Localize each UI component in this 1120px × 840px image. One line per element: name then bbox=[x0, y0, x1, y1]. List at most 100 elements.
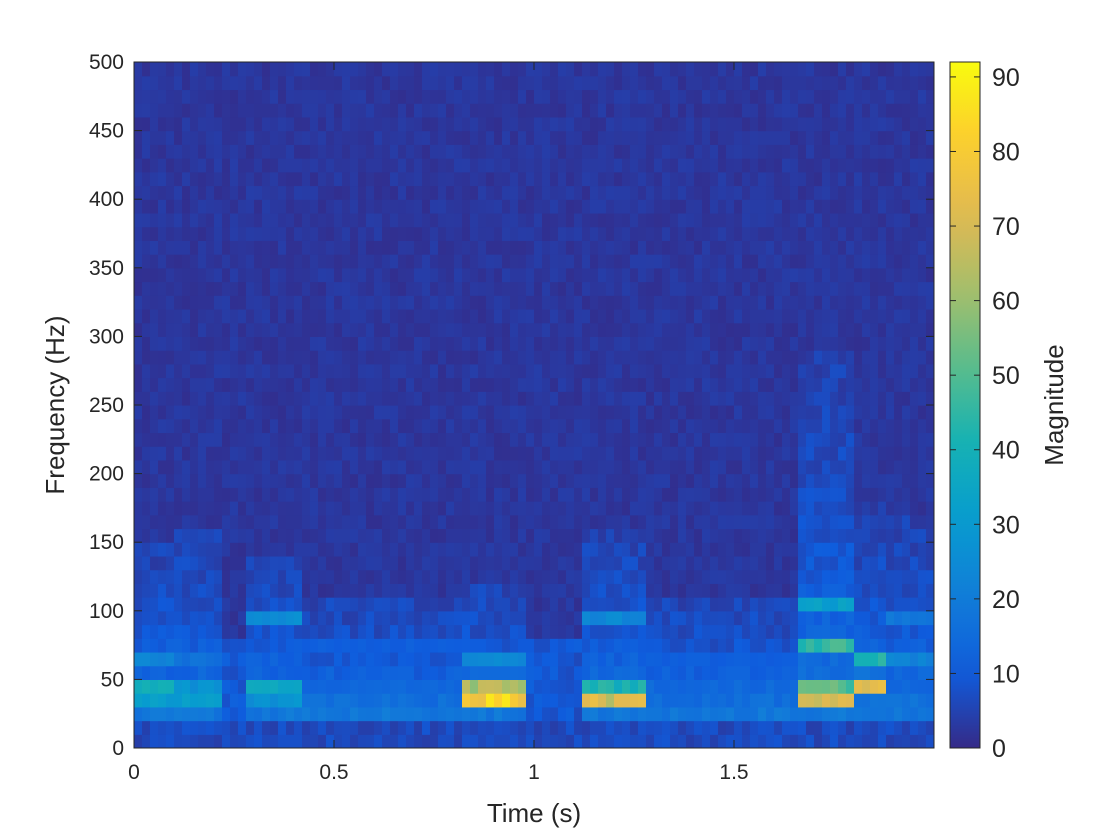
heatmap-cell bbox=[262, 734, 271, 748]
heatmap-cell bbox=[726, 459, 735, 475]
heatmap-cell bbox=[206, 75, 215, 91]
heatmap-cell bbox=[454, 418, 463, 434]
heatmap-cell bbox=[246, 75, 255, 91]
heatmap-cell bbox=[718, 542, 727, 557]
heatmap-cell bbox=[294, 103, 303, 118]
heatmap-cell bbox=[190, 555, 199, 571]
heatmap-cell bbox=[726, 501, 735, 516]
heatmap-cell bbox=[342, 350, 351, 365]
heatmap-cell bbox=[446, 226, 455, 241]
heatmap-cell bbox=[294, 583, 303, 598]
heatmap-cell bbox=[590, 130, 599, 145]
heatmap-cell bbox=[302, 171, 311, 187]
heatmap-cell bbox=[782, 322, 791, 337]
heatmap-cell bbox=[870, 446, 879, 461]
heatmap-cell bbox=[814, 734, 823, 748]
heatmap-cell bbox=[150, 391, 159, 406]
heatmap-cell bbox=[854, 610, 863, 626]
heatmap-cell bbox=[894, 199, 903, 214]
heatmap-cell bbox=[350, 103, 359, 118]
heatmap-cell bbox=[326, 693, 335, 708]
heatmap-cell bbox=[838, 720, 847, 735]
heatmap-cell bbox=[878, 569, 887, 584]
heatmap-cell bbox=[854, 103, 863, 118]
heatmap-cell bbox=[294, 254, 303, 269]
heatmap-cell bbox=[614, 377, 623, 392]
heatmap-cell bbox=[510, 116, 519, 132]
heatmap-cell bbox=[806, 418, 815, 434]
heatmap-cell bbox=[558, 363, 567, 379]
heatmap-cell bbox=[550, 240, 559, 255]
heatmap-cell bbox=[846, 144, 855, 159]
heatmap-cell bbox=[598, 199, 607, 214]
heatmap-cell bbox=[702, 418, 711, 434]
heatmap-cell bbox=[926, 103, 934, 118]
heatmap-cell bbox=[710, 555, 719, 571]
heatmap-cell bbox=[798, 391, 807, 406]
heatmap-cell bbox=[390, 542, 399, 557]
heatmap-cell bbox=[806, 226, 815, 241]
heatmap-cell bbox=[798, 583, 807, 598]
heatmap-cell bbox=[894, 212, 903, 228]
heatmap-cell bbox=[790, 308, 799, 324]
heatmap-cell bbox=[830, 418, 839, 434]
heatmap-cell bbox=[374, 583, 383, 598]
heatmap-cell bbox=[406, 350, 415, 365]
heatmap-cell bbox=[542, 555, 551, 571]
heatmap-cell bbox=[894, 473, 903, 488]
heatmap-cell bbox=[350, 130, 359, 145]
heatmap-cell bbox=[534, 583, 543, 598]
heatmap-cell bbox=[542, 212, 551, 228]
heatmap-cell bbox=[878, 130, 887, 145]
heatmap-cell bbox=[334, 583, 343, 598]
heatmap-cell bbox=[918, 583, 927, 598]
heatmap-cell bbox=[614, 336, 623, 351]
heatmap-cell bbox=[150, 308, 159, 324]
heatmap-cell bbox=[470, 336, 479, 351]
heatmap-cell bbox=[654, 597, 663, 612]
heatmap-cell bbox=[470, 363, 479, 379]
heatmap-cell bbox=[222, 267, 231, 283]
heatmap-cell bbox=[510, 75, 519, 91]
heatmap-cell bbox=[598, 185, 607, 200]
heatmap-cell bbox=[366, 473, 375, 488]
heatmap-cell bbox=[494, 665, 503, 680]
heatmap-cell bbox=[638, 130, 647, 145]
heatmap-cell bbox=[414, 322, 423, 337]
heatmap-cell bbox=[678, 89, 687, 104]
heatmap-cell bbox=[294, 638, 303, 653]
heatmap-cell bbox=[606, 583, 615, 598]
heatmap-cell bbox=[318, 706, 327, 722]
heatmap-cell bbox=[646, 734, 655, 748]
heatmap-cell bbox=[918, 542, 927, 557]
heatmap-cell bbox=[710, 679, 719, 694]
heatmap-cell bbox=[206, 459, 215, 475]
heatmap-cell bbox=[382, 377, 391, 392]
heatmap-cell bbox=[854, 281, 863, 296]
heatmap-cell bbox=[342, 212, 351, 228]
heatmap-cell bbox=[342, 665, 351, 680]
heatmap-cell bbox=[542, 226, 551, 241]
heatmap-cell bbox=[262, 651, 271, 667]
heatmap-cell bbox=[150, 171, 159, 187]
heatmap-cell bbox=[206, 144, 215, 159]
heatmap-cell bbox=[854, 130, 863, 145]
heatmap-cell bbox=[878, 144, 887, 159]
heatmap-cell bbox=[702, 336, 711, 351]
heatmap-cell bbox=[926, 295, 934, 310]
heatmap-cell bbox=[462, 693, 471, 708]
heatmap-cell bbox=[398, 116, 407, 132]
heatmap-cell bbox=[302, 459, 311, 475]
heatmap-cell bbox=[918, 405, 927, 420]
heatmap-cell bbox=[622, 720, 631, 735]
heatmap-cell bbox=[766, 597, 775, 612]
heatmap-cell bbox=[230, 226, 239, 241]
heatmap-cell bbox=[214, 199, 223, 214]
heatmap-cell bbox=[846, 185, 855, 200]
heatmap-cell bbox=[358, 308, 367, 324]
heatmap-cell bbox=[494, 734, 503, 748]
heatmap-cell bbox=[230, 391, 239, 406]
heatmap-cell bbox=[726, 583, 735, 598]
heatmap-cell bbox=[374, 281, 383, 296]
heatmap-cell bbox=[318, 377, 327, 392]
